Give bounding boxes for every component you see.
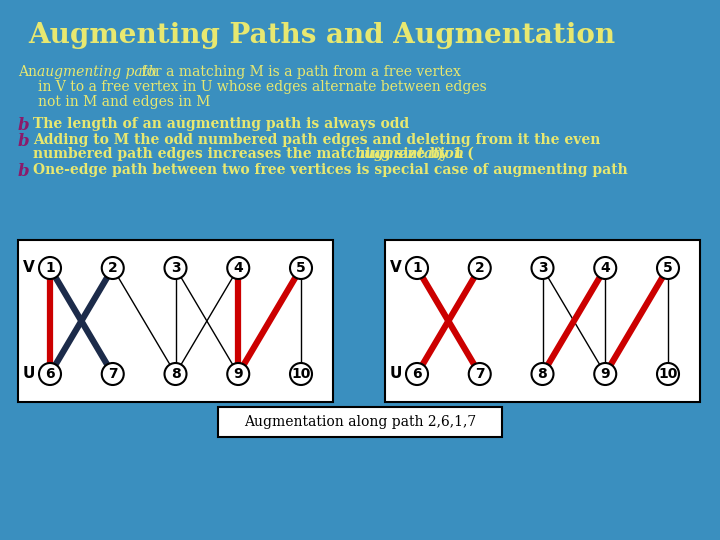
Circle shape — [657, 257, 679, 279]
Text: 9: 9 — [600, 367, 610, 381]
Text: ): ) — [436, 147, 443, 161]
Text: Augmenting Paths and Augmentation: Augmenting Paths and Augmentation — [28, 22, 615, 49]
Text: 5: 5 — [663, 261, 673, 275]
Circle shape — [164, 363, 186, 385]
Text: 2: 2 — [108, 261, 117, 275]
Circle shape — [594, 257, 616, 279]
Text: One-edge path between two free vertices is special case of augmenting path: One-edge path between two free vertices … — [33, 163, 628, 177]
Circle shape — [102, 257, 124, 279]
Text: 10: 10 — [292, 367, 311, 381]
Text: 1: 1 — [45, 261, 55, 275]
Text: 4: 4 — [600, 261, 610, 275]
Circle shape — [228, 257, 249, 279]
Text: augmentation: augmentation — [356, 147, 465, 161]
Text: An: An — [18, 65, 41, 79]
Text: augmenting path: augmenting path — [37, 65, 157, 79]
Text: 1: 1 — [412, 261, 422, 275]
Text: 2: 2 — [475, 261, 485, 275]
Text: 9: 9 — [233, 367, 243, 381]
Text: 3: 3 — [171, 261, 180, 275]
Text: for a matching M is a path from a free vertex: for a matching M is a path from a free v… — [137, 65, 461, 79]
Text: 6: 6 — [45, 367, 55, 381]
Text: 3: 3 — [538, 261, 547, 275]
Text: numbered path edges increases the matching size by 1 (: numbered path edges increases the matchi… — [33, 147, 474, 161]
Circle shape — [469, 363, 491, 385]
Circle shape — [290, 257, 312, 279]
Text: 10: 10 — [658, 367, 678, 381]
Text: not in M and edges in M: not in M and edges in M — [38, 95, 210, 109]
Text: U: U — [390, 367, 402, 381]
Circle shape — [531, 363, 554, 385]
Text: 8: 8 — [171, 367, 181, 381]
Circle shape — [39, 363, 61, 385]
Text: b: b — [18, 133, 30, 150]
Text: Augmentation along path 2,6,1,7: Augmentation along path 2,6,1,7 — [244, 415, 476, 429]
Circle shape — [39, 257, 61, 279]
Circle shape — [164, 257, 186, 279]
Bar — [18, 240, 333, 402]
Circle shape — [290, 363, 312, 385]
Circle shape — [594, 363, 616, 385]
Text: V: V — [390, 260, 402, 275]
Text: V: V — [23, 260, 35, 275]
Text: The length of an augmenting path is always odd: The length of an augmenting path is alwa… — [33, 117, 409, 131]
Text: b: b — [18, 117, 30, 134]
Circle shape — [406, 363, 428, 385]
Circle shape — [531, 257, 554, 279]
Text: 8: 8 — [538, 367, 547, 381]
Circle shape — [102, 363, 124, 385]
Circle shape — [657, 363, 679, 385]
Bar — [218, 407, 502, 437]
Text: U: U — [23, 367, 35, 381]
Text: b: b — [18, 163, 30, 180]
Text: 4: 4 — [233, 261, 243, 275]
Text: 7: 7 — [108, 367, 117, 381]
Circle shape — [469, 257, 491, 279]
Bar — [385, 240, 700, 402]
Text: 6: 6 — [412, 367, 422, 381]
Circle shape — [228, 363, 249, 385]
Text: 7: 7 — [475, 367, 485, 381]
Text: 5: 5 — [296, 261, 306, 275]
Text: in V to a free vertex in U whose edges alternate between edges: in V to a free vertex in U whose edges a… — [38, 80, 487, 94]
Circle shape — [406, 257, 428, 279]
Text: Adding to M the odd numbered path edges and deleting from it the even: Adding to M the odd numbered path edges … — [33, 133, 600, 147]
